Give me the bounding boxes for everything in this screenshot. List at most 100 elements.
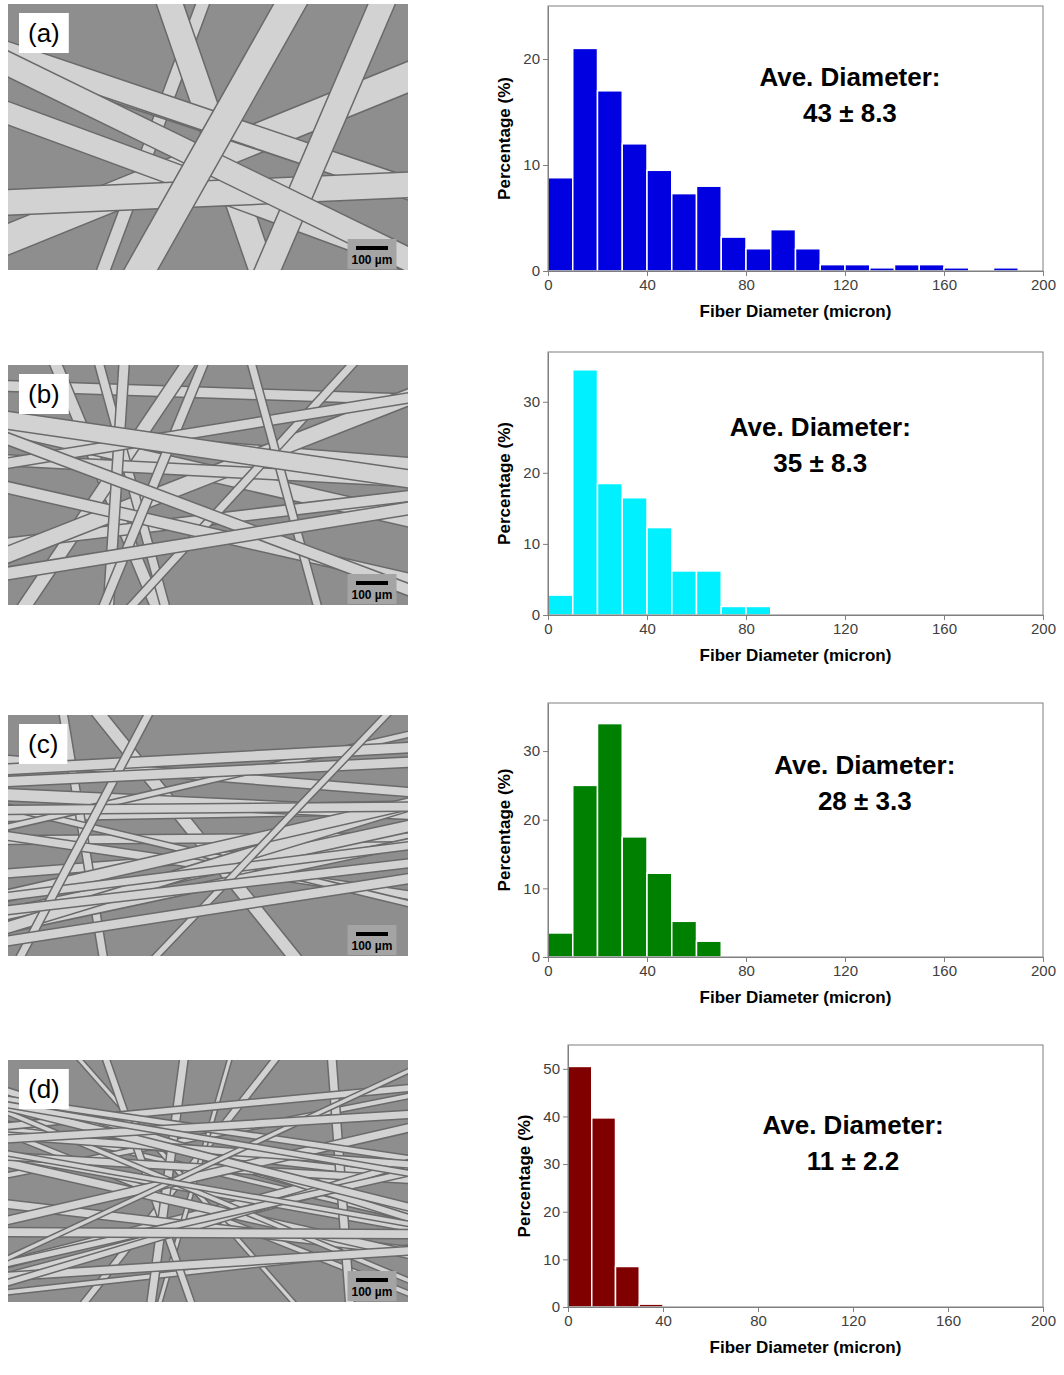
annotation: 35 ± 8.3 — [773, 448, 867, 478]
tick: 160 — [932, 615, 957, 637]
tick-label: 200 — [1031, 620, 1056, 637]
histogram-bar — [573, 48, 598, 271]
y-axis-title: Percentage (%) — [495, 77, 514, 200]
tick: 30 — [523, 393, 548, 410]
tick-label: 10 — [523, 156, 540, 173]
tick-label: 80 — [738, 962, 755, 979]
tick-label: 20 — [523, 50, 540, 67]
tick-label: 120 — [841, 1312, 866, 1329]
fiber — [8, 794, 408, 814]
tick: 50 — [543, 1060, 568, 1077]
histogram-bar — [746, 606, 771, 615]
tick-label: 40 — [639, 276, 656, 293]
tick-label: 40 — [655, 1312, 672, 1329]
tick-label: 20 — [523, 464, 540, 481]
tick: 0 — [544, 957, 552, 979]
fiber — [8, 417, 408, 481]
tick: 80 — [750, 1307, 767, 1329]
fiber-shadow — [8, 417, 408, 481]
tick: 10 — [523, 156, 548, 173]
histogram-bar — [697, 941, 722, 957]
bars — [548, 48, 1018, 271]
fiber-shadow — [8, 1168, 408, 1268]
fiber — [8, 505, 408, 576]
tick-label: 0 — [544, 962, 552, 979]
tick-label: 30 — [523, 742, 540, 759]
tick-mark — [543, 544, 548, 545]
x-axis-title: Fiber Diameter (micron) — [710, 1338, 902, 1357]
scale-bar-label: 100 µm — [352, 1285, 393, 1299]
panel-label-box — [19, 724, 67, 764]
fiber-shadow — [8, 184, 408, 203]
histogram-bar — [647, 873, 672, 957]
micrograph — [8, 1060, 408, 1302]
tick-mark — [563, 1116, 568, 1117]
plot-frame — [548, 703, 1043, 957]
plot-background — [548, 703, 1043, 957]
tick-mark — [543, 271, 548, 272]
tick-label: 160 — [932, 962, 957, 979]
tick: 40 — [639, 271, 656, 293]
axis-line — [548, 704, 549, 958]
tick-mark — [563, 1212, 568, 1213]
tick-label: 160 — [936, 1312, 961, 1329]
plot-background — [568, 1045, 1043, 1307]
tick-label: 200 — [1031, 1312, 1056, 1329]
tick-label: 80 — [738, 276, 755, 293]
histogram-bar — [845, 265, 870, 271]
scale-bar-patch — [348, 239, 397, 269]
tick: 120 — [833, 615, 858, 637]
histogram-bar — [616, 1267, 640, 1307]
tick-label: 0 — [532, 948, 540, 965]
panel: (a)100 µm0408012016020001020Fiber Diamet… — [0, 0, 1056, 321]
scale-bar — [356, 581, 388, 585]
histogram-bar — [622, 498, 647, 615]
tick-label: 50 — [543, 1060, 560, 1077]
x-axis: 04080120160200 — [544, 271, 1056, 293]
figure: (a)100 µm0408012016020001020Fiber Diamet… — [0, 0, 1064, 1375]
panel-label-box — [19, 374, 69, 414]
panel: (c)100 µm040801201602000102030Fiber Diam… — [0, 695, 1056, 1007]
panel-label: (b) — [28, 379, 60, 409]
fiber — [8, 1102, 408, 1177]
histogram-bar — [672, 921, 697, 957]
annotation: 11 ± 2.2 — [807, 1146, 899, 1176]
fiber-shadow — [8, 761, 408, 782]
tick-label: 40 — [639, 620, 656, 637]
histogram-bar — [672, 571, 697, 615]
fiber-shadow — [129, 4, 301, 270]
fiber — [8, 1168, 408, 1268]
fiber-shadow — [8, 505, 408, 576]
y-axis-title: Percentage (%) — [495, 422, 514, 545]
tick-label: 40 — [543, 1108, 560, 1125]
tick-label: 160 — [932, 276, 957, 293]
histogram-bar — [796, 249, 821, 271]
histogram-bar — [647, 528, 672, 615]
histogram-bar — [647, 170, 672, 271]
histogram-bar — [919, 265, 944, 271]
tick: 120 — [833, 271, 858, 293]
axis-line — [549, 271, 1044, 272]
tick-label: 200 — [1031, 962, 1056, 979]
tick-label: 10 — [523, 880, 540, 897]
tick: 20 — [523, 50, 548, 67]
scale-bar-label: 100 µm — [352, 588, 393, 602]
scale-bar-patch — [348, 925, 397, 955]
panel: (b)100 µm040801201602000102030Fiber Diam… — [0, 345, 1056, 665]
bars — [548, 724, 721, 957]
tick-label: 0 — [544, 276, 552, 293]
panel-label-box — [19, 1069, 69, 1109]
annotation: Ave. Diameter: — [730, 412, 911, 442]
tick: 10 — [543, 1251, 568, 1268]
tick: 20 — [523, 811, 548, 828]
tick: 40 — [655, 1307, 672, 1329]
tick-mark — [543, 402, 548, 403]
axis-line — [549, 957, 1044, 958]
tick: 200 — [1031, 957, 1056, 979]
tick-label: 0 — [532, 262, 540, 279]
fiber-shadow — [8, 1157, 408, 1289]
tick: 20 — [543, 1203, 568, 1220]
histogram-bar — [895, 265, 920, 271]
fiber-shadow — [8, 1102, 408, 1177]
fiber-shadow — [246, 365, 322, 605]
